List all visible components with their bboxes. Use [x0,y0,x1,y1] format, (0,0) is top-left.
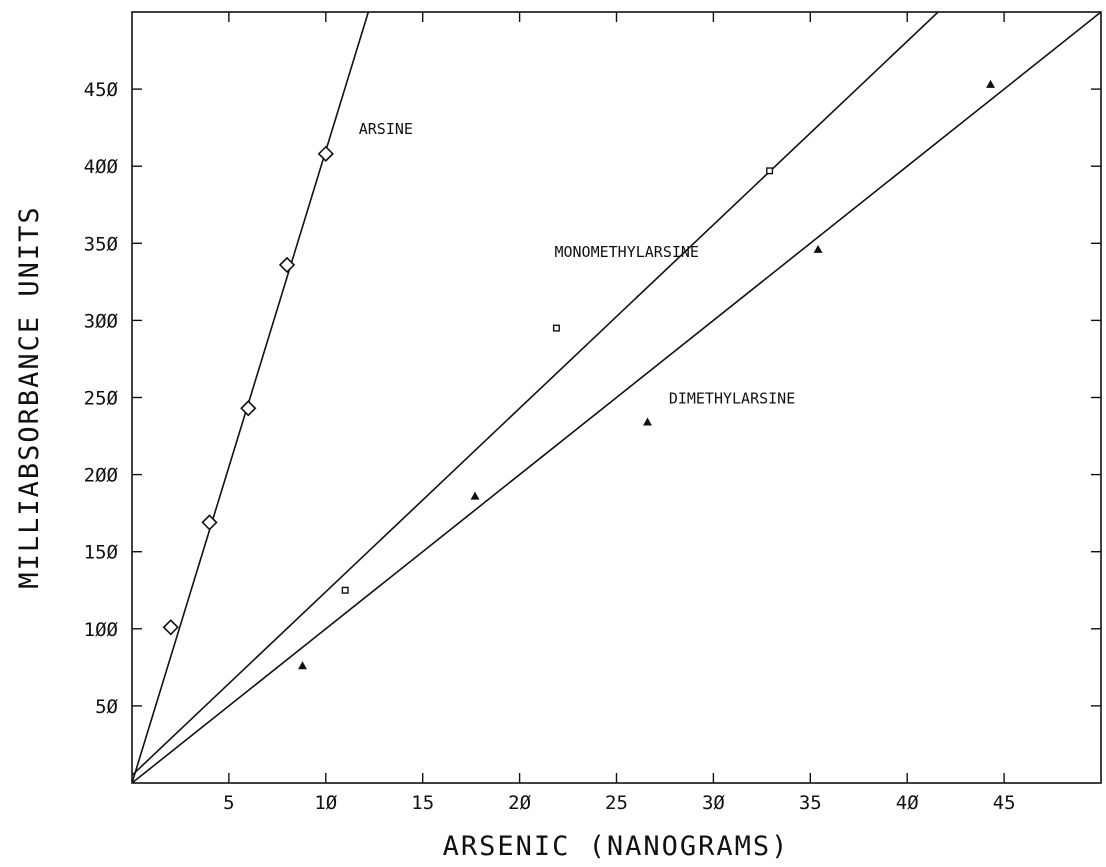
fit-lines [132,12,1101,783]
arsine-point [278,256,296,274]
arsine-point [162,619,179,636]
monomethylarsine-point [766,167,774,175]
x-tick-label: 25 [605,792,628,814]
y-tick-label: 15Ø [84,542,119,564]
series-labels: ARSINE MONOMETHYLARSINE DIMETHYLARSINE [359,120,796,408]
x-tick-label: 4Ø [896,792,919,814]
dimethylarsine-point [813,244,823,253]
x-tick-label: 15 [411,792,434,814]
y-tick-label: 45Ø [84,79,119,101]
arsine-point [317,145,334,162]
y-tick-label: 25Ø [84,388,119,410]
dimethylarsine-point [986,79,995,88]
arsine-label: ARSINE [359,120,413,138]
y-tick-label: 1ØØ [84,619,119,641]
monomethylarsine-point [341,586,349,594]
monomethylarsine-point [552,324,560,332]
y-tick-label: 5Ø [95,696,118,718]
x-tick-label: 2Ø [508,792,531,814]
x-tick-labels: 5 1Ø 15 2Ø 25 3Ø 35 4Ø 45 [223,792,1015,814]
x-tick-label: 3Ø [702,792,725,814]
x-tick-label: 45 [993,792,1016,814]
monomethylarsine-fit-line [132,12,940,776]
y-tick-label: 3ØØ [84,310,119,332]
y-tick-label: 4ØØ [84,156,119,178]
arsine-fit-line [132,12,370,783]
dimethylarsine-fit-line [132,12,1101,783]
dimethylarsine-point [298,661,307,670]
y-tick-label: 2ØØ [84,465,119,487]
arsine-point [201,514,218,531]
x-axis-title: ARSENIC (NANOGRAMS) [443,831,790,862]
x-tick-label: 1Ø [314,792,337,814]
y-axis-title: MILLIABSORBANCE UNITS [14,205,45,588]
monomethylarsine-label: MONOMETHYLARSINE [554,243,699,261]
dimethylarsine-point [470,491,480,500]
y-tick-labels: 5Ø 1ØØ 15Ø 2ØØ 25Ø 3ØØ 35Ø 4ØØ 45Ø [84,79,119,718]
arsine-point [240,400,257,417]
x-tick-label: 5 [223,792,234,814]
data-markers [162,79,995,670]
dimethylarsine-point [643,417,652,426]
y-tick-label: 35Ø [84,233,119,255]
dimethylarsine-label: DIMETHYLARSINE [669,390,795,408]
axis-ticks [132,12,1101,783]
x-tick-label: 35 [799,792,822,814]
